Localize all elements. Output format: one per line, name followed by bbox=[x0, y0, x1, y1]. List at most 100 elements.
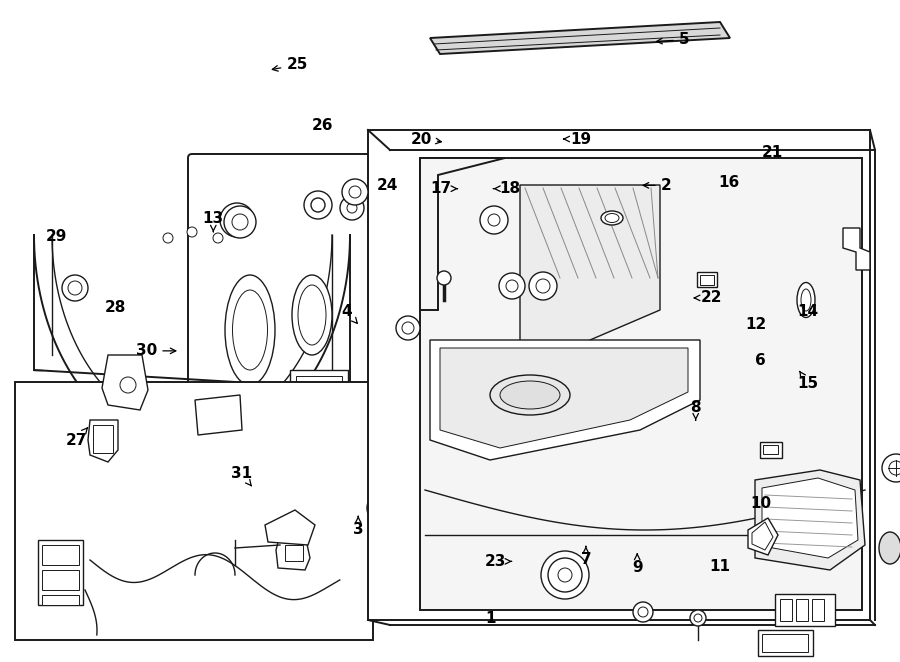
Bar bbox=[775, 594, 835, 626]
Bar bbox=[296, 376, 342, 404]
Circle shape bbox=[402, 322, 414, 334]
Bar bbox=[763, 445, 778, 454]
Bar bbox=[758, 630, 813, 656]
Circle shape bbox=[536, 279, 550, 293]
FancyBboxPatch shape bbox=[188, 154, 376, 532]
Circle shape bbox=[506, 280, 518, 292]
Circle shape bbox=[374, 499, 392, 517]
Polygon shape bbox=[748, 518, 778, 555]
Bar bbox=[15, 382, 373, 640]
Circle shape bbox=[548, 558, 582, 592]
Circle shape bbox=[349, 186, 361, 198]
Text: 15: 15 bbox=[797, 371, 819, 391]
Text: 3: 3 bbox=[353, 516, 364, 537]
Bar bbox=[762, 634, 808, 652]
Circle shape bbox=[304, 191, 332, 219]
Circle shape bbox=[228, 211, 246, 229]
Circle shape bbox=[558, 568, 572, 582]
Polygon shape bbox=[276, 535, 310, 570]
Text: 16: 16 bbox=[718, 175, 740, 189]
Text: 24: 24 bbox=[376, 178, 398, 193]
Circle shape bbox=[690, 610, 706, 626]
Ellipse shape bbox=[232, 290, 267, 370]
Circle shape bbox=[694, 614, 702, 622]
Ellipse shape bbox=[225, 275, 275, 385]
Circle shape bbox=[367, 492, 399, 524]
Polygon shape bbox=[755, 470, 865, 570]
Circle shape bbox=[882, 454, 900, 482]
Circle shape bbox=[120, 377, 136, 393]
Polygon shape bbox=[430, 22, 730, 54]
Circle shape bbox=[62, 275, 88, 301]
Circle shape bbox=[265, 485, 275, 495]
Bar bbox=[290, 370, 348, 410]
Circle shape bbox=[379, 504, 387, 512]
Text: 13: 13 bbox=[202, 211, 224, 232]
Ellipse shape bbox=[797, 283, 815, 318]
Ellipse shape bbox=[605, 214, 619, 222]
Text: 6: 6 bbox=[755, 354, 766, 368]
Polygon shape bbox=[368, 130, 870, 620]
Ellipse shape bbox=[879, 532, 900, 564]
Ellipse shape bbox=[292, 275, 332, 355]
Polygon shape bbox=[195, 395, 242, 435]
Bar bbox=[234, 441, 322, 474]
Text: 21: 21 bbox=[761, 145, 783, 160]
Polygon shape bbox=[752, 522, 773, 550]
Circle shape bbox=[311, 198, 325, 212]
Circle shape bbox=[213, 233, 223, 243]
Text: 20: 20 bbox=[410, 132, 441, 146]
Circle shape bbox=[163, 233, 173, 243]
Text: 29: 29 bbox=[46, 230, 68, 244]
Circle shape bbox=[68, 281, 82, 295]
Bar bbox=[42, 570, 79, 590]
Polygon shape bbox=[420, 158, 862, 610]
Bar bbox=[38, 540, 83, 605]
Circle shape bbox=[488, 214, 500, 226]
Circle shape bbox=[396, 316, 420, 340]
Ellipse shape bbox=[298, 285, 326, 345]
Polygon shape bbox=[520, 185, 660, 370]
Circle shape bbox=[499, 273, 525, 299]
Text: 31: 31 bbox=[230, 466, 252, 486]
Bar bbox=[228, 435, 328, 480]
Text: 30: 30 bbox=[136, 344, 176, 358]
Ellipse shape bbox=[490, 375, 570, 415]
Polygon shape bbox=[762, 478, 858, 558]
Bar bbox=[220, 500, 270, 518]
Circle shape bbox=[529, 272, 557, 300]
Circle shape bbox=[342, 179, 368, 205]
Bar bbox=[796, 599, 808, 621]
Polygon shape bbox=[440, 348, 688, 448]
Text: 17: 17 bbox=[430, 181, 457, 196]
Text: 8: 8 bbox=[690, 400, 701, 420]
Text: 28: 28 bbox=[104, 301, 126, 315]
Text: 9: 9 bbox=[632, 554, 643, 575]
Circle shape bbox=[347, 203, 357, 213]
Text: 2: 2 bbox=[644, 178, 671, 193]
Text: 25: 25 bbox=[273, 58, 308, 72]
Bar bbox=[93, 425, 113, 453]
Ellipse shape bbox=[500, 381, 560, 409]
Ellipse shape bbox=[801, 289, 811, 311]
Bar bbox=[760, 442, 782, 458]
Polygon shape bbox=[88, 420, 118, 462]
Text: 1: 1 bbox=[485, 612, 496, 626]
Bar bbox=[42, 545, 79, 565]
Polygon shape bbox=[102, 355, 148, 410]
Circle shape bbox=[224, 206, 256, 238]
Text: 26: 26 bbox=[311, 118, 333, 133]
Text: 27: 27 bbox=[66, 428, 87, 448]
Circle shape bbox=[889, 461, 900, 475]
Text: 10: 10 bbox=[750, 496, 771, 510]
Text: 14: 14 bbox=[797, 304, 819, 318]
Text: 4: 4 bbox=[341, 304, 357, 323]
Text: 12: 12 bbox=[745, 317, 767, 332]
Text: 18: 18 bbox=[493, 181, 520, 196]
Ellipse shape bbox=[601, 211, 623, 225]
Circle shape bbox=[638, 607, 648, 617]
Bar bbox=[42, 595, 79, 605]
Circle shape bbox=[259, 479, 281, 501]
Circle shape bbox=[232, 214, 248, 230]
Bar bbox=[285, 545, 303, 561]
